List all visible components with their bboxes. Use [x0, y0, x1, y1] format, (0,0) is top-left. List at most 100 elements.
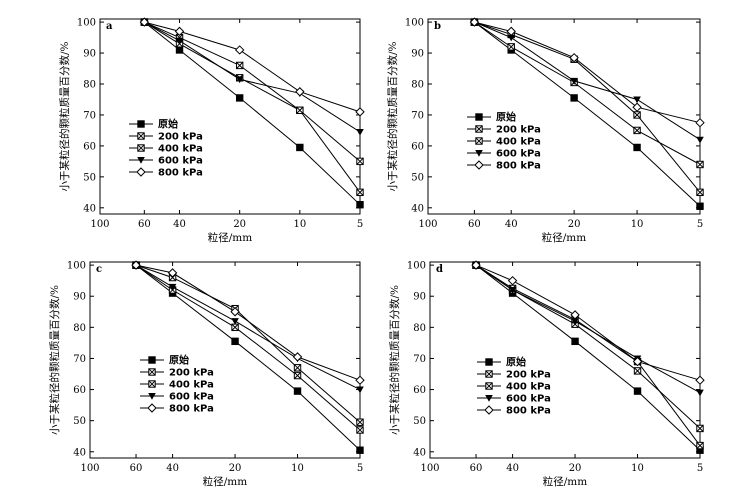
- x-tick-label: 5: [697, 219, 703, 230]
- panel-label: b: [434, 21, 441, 32]
- legend-item: 200 kPa: [467, 125, 541, 136]
- data-point: [569, 52, 579, 63]
- legend-marker: [475, 137, 483, 145]
- legend-marker: [148, 393, 156, 400]
- x-tick-label: 100: [418, 219, 437, 230]
- data-point: [507, 34, 515, 42]
- series-3: [470, 19, 704, 144]
- y-tick-label: 50: [413, 416, 426, 427]
- y-tick-label: 90: [73, 292, 86, 303]
- data-point: [633, 143, 641, 152]
- data-point: [471, 260, 481, 270]
- y-tick-label: 70: [411, 110, 424, 121]
- legend-item: 800 kPa: [467, 160, 541, 172]
- data-point: [293, 387, 302, 395]
- series-0: [132, 261, 364, 454]
- data-point: [696, 202, 704, 210]
- data-point: [174, 26, 185, 37]
- y-tick-label: 100: [67, 261, 86, 272]
- y-tick-label: 70: [413, 354, 426, 365]
- x-tick-label: 5: [697, 463, 703, 474]
- data-point: [469, 17, 480, 27]
- legend-marker: [474, 160, 484, 170]
- data-point: [356, 446, 364, 454]
- legend-marker: [137, 144, 145, 152]
- y-tick-label: 80: [83, 80, 96, 91]
- series-4: [469, 17, 705, 128]
- panel-label: d: [436, 264, 443, 275]
- legend-marker: [148, 368, 156, 376]
- data-point: [570, 94, 578, 102]
- legend-marker: [148, 356, 156, 364]
- data-point: [632, 356, 643, 367]
- panel-label: a: [106, 21, 113, 32]
- legend-item: 600 kPa: [140, 392, 214, 403]
- legend-marker: [137, 120, 145, 128]
- chart-panel-c: 100 60 40 20 10 5 40 50 60 70 80 90 100 c 粒径/mm 小于某粒径的颗…: [48, 260, 365, 488]
- y-tick-label: 80: [411, 80, 424, 91]
- data-point: [506, 26, 516, 37]
- legend-item: 400 kPa: [129, 144, 203, 155]
- legend-label: 400 kPa: [496, 137, 541, 148]
- x-tick-label: 20: [229, 463, 242, 474]
- plot-frame: [89, 261, 361, 459]
- legend-item: 200 kPa: [140, 368, 214, 379]
- legend-marker: [485, 395, 493, 402]
- legend-item: 600 kPa: [477, 394, 551, 405]
- legend-marker: [148, 380, 156, 388]
- data-point: [696, 160, 704, 169]
- data-point: [355, 107, 365, 117]
- data-point: [696, 188, 704, 197]
- legend-item: 800 kPa: [477, 405, 551, 417]
- series-3: [140, 19, 364, 136]
- series-4: [471, 260, 705, 385]
- data-point: [356, 157, 364, 166]
- data-point: [695, 117, 705, 128]
- legend-label: 400 kPa: [506, 382, 551, 393]
- y-tick-label: 40: [73, 447, 86, 458]
- x-tick-label: 60: [130, 463, 143, 474]
- x-tick-label: 60: [470, 463, 483, 474]
- data-point: [633, 96, 641, 104]
- x-tick-label: 5: [357, 463, 363, 474]
- plot-frame: [427, 18, 701, 215]
- data-point: [231, 337, 239, 346]
- legend-item: 600 kPa: [129, 156, 203, 167]
- y-axis-title: 小于某粒径的颗粒质量百分数/%: [386, 41, 399, 191]
- legend-label: 600 kPa: [169, 392, 214, 403]
- data-point: [633, 111, 641, 119]
- legend-label: 原始: [158, 118, 178, 131]
- y-tick-label: 70: [83, 110, 96, 121]
- data-point: [507, 43, 515, 51]
- x-tick-label: 20: [569, 463, 582, 474]
- x-tick-label: 40: [173, 219, 186, 230]
- y-axis-title: 小于某粒径的颗粒质量百分数/%: [388, 285, 401, 435]
- data-point: [230, 307, 240, 317]
- legend-marker: [137, 132, 145, 140]
- panel-label: c: [96, 264, 102, 275]
- x-tick-label: 100: [420, 463, 439, 474]
- data-point: [235, 76, 244, 84]
- legend-marker: [475, 150, 483, 157]
- y-tick-label: 60: [413, 385, 426, 396]
- data-point: [175, 46, 184, 54]
- data-point: [633, 367, 642, 375]
- data-point: [508, 287, 517, 294]
- data-point: [231, 318, 239, 325]
- y-tick-label: 50: [73, 416, 86, 427]
- x-axis-title: 粒径/mm: [208, 231, 252, 244]
- x-tick-label: 10: [291, 463, 304, 474]
- legend-label: 600 kPa: [158, 156, 203, 167]
- y-tick-label: 50: [83, 172, 96, 183]
- data-point: [234, 45, 245, 55]
- data-point: [570, 310, 580, 320]
- legend-marker: [485, 370, 493, 378]
- plot-frame: [429, 261, 701, 459]
- y-tick-label: 80: [413, 323, 426, 334]
- legend-label: 200 kPa: [506, 370, 551, 381]
- y-tick-label: 60: [83, 141, 96, 152]
- y-tick-label: 70: [73, 354, 86, 365]
